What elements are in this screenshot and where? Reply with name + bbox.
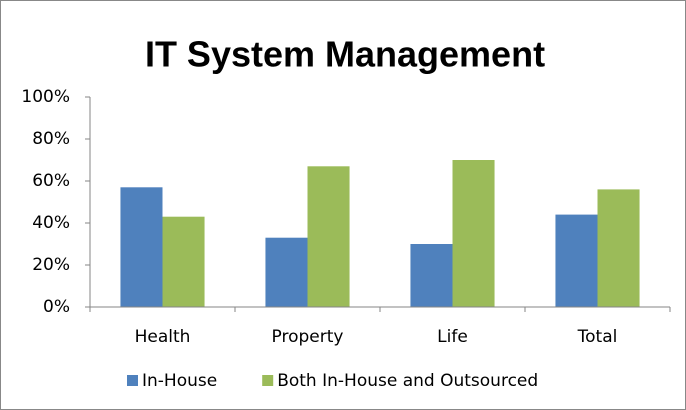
- bar: [452, 160, 495, 307]
- bar: [597, 189, 640, 307]
- y-tick-label: 80%: [32, 129, 70, 149]
- x-tick-label: Health: [135, 327, 191, 347]
- bar: [307, 166, 350, 307]
- y-tick-label: 40%: [32, 213, 70, 233]
- legend-label: Both In-House and Outsourced: [277, 371, 538, 391]
- bar: [410, 244, 453, 307]
- legend-label: In-House: [142, 371, 217, 391]
- bar: [120, 187, 163, 307]
- x-tick-label: Total: [577, 327, 618, 347]
- chart-title: IT System Management: [145, 34, 545, 75]
- y-tick-label: 100%: [21, 87, 70, 107]
- legend-swatch: [127, 375, 138, 386]
- y-tick-label: 60%: [32, 171, 70, 191]
- bar: [265, 237, 308, 307]
- y-tick-label: 20%: [32, 255, 70, 275]
- legend-swatch: [262, 375, 274, 386]
- bar: [162, 216, 205, 307]
- y-tick-label: 0%: [43, 297, 70, 317]
- x-tick-label: Life: [437, 327, 468, 347]
- bar: [555, 214, 598, 307]
- x-tick-label: Property: [272, 327, 344, 347]
